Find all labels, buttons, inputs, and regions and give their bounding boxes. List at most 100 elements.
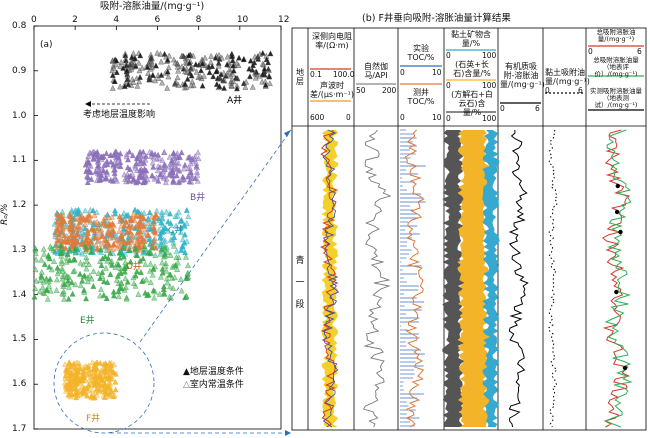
data-point [113,156,120,163]
data-point [130,79,137,85]
data-point [56,218,63,225]
data-point [139,214,146,221]
data-point [93,385,100,392]
data-point [190,52,197,59]
y-tick-label: 0.9 [12,65,27,76]
data-point [51,248,58,255]
data-point [110,245,116,252]
data-point [137,233,144,240]
data-point [112,386,119,393]
data-point [186,178,193,185]
data-point [169,169,176,176]
data-point [234,75,241,82]
data-point [77,365,83,372]
data-point [60,283,67,289]
data-point [45,278,52,285]
data-point [48,245,55,251]
data-point [41,250,48,257]
data-point [150,265,157,272]
data-point [138,160,144,167]
y-tick-label: 1.0 [12,110,27,121]
data-point [217,75,223,82]
quartz-max: 100 [482,81,497,90]
data-point [167,210,173,217]
data-point [95,234,102,240]
data-point [121,171,128,178]
data-point [137,223,144,229]
data-point [65,277,72,284]
stratum-unit: 青一段 [295,256,305,310]
y-tick-label: 1.7 [12,424,27,434]
data-point [77,214,84,220]
data-point [154,167,161,174]
data-point [130,50,137,57]
data-point [120,243,127,250]
data-point [61,295,68,302]
data-point [163,275,170,282]
data-point [174,74,181,81]
data-point [156,226,163,233]
data-point [135,59,142,66]
data-point [68,279,75,286]
data-point [146,249,153,255]
data-point [122,52,129,59]
data-point [146,209,153,216]
data-point [158,245,165,252]
data-point [77,259,84,266]
toc-log-min: 0 [400,113,405,122]
data-point [144,63,151,70]
data-point [193,68,200,75]
data-point [100,291,107,298]
toc-exp-min: 0 [400,68,405,77]
data-point [137,157,144,164]
data-point [149,271,156,278]
data-point [113,232,120,239]
x-tick-label: 10 [236,15,249,25]
data-point [130,176,137,183]
data-point [65,295,72,302]
data-point [94,245,101,252]
log-curve [322,129,340,428]
data-point [102,365,109,371]
data-point [261,65,268,72]
data-point [76,225,83,232]
data-point [109,228,116,234]
data-point [63,223,70,230]
data-point [63,254,70,261]
data-point [55,211,62,218]
data-point [149,72,156,78]
data-point [106,366,113,373]
data-point [140,225,147,232]
data-point [164,84,171,91]
data-point [166,153,173,160]
sonic-min: 600 [310,113,325,122]
data-point [88,392,95,399]
data-point [124,171,131,178]
data-point [96,228,103,235]
data-point [60,212,66,218]
data-point [77,218,84,225]
toc-exp-title: 实验TOC/% [407,44,435,62]
well-label-c: C井 [168,226,184,236]
log-fill [482,130,500,427]
toc-log-title: 测井TOC/% [407,88,435,106]
data-point [129,152,136,159]
data-point [110,64,117,71]
data-point [107,271,114,277]
data-point [137,152,144,159]
data-point [116,254,123,261]
data-point [267,50,274,57]
data-point [64,251,71,257]
data-point [168,157,175,164]
data-point [81,272,88,279]
data-point [149,213,155,220]
data-point [93,226,100,233]
data-point [54,236,61,243]
data-point [38,256,45,263]
log-curve [362,129,392,428]
data-point [86,272,93,279]
data-point [103,264,109,271]
data-point [110,241,117,248]
data-point [85,369,92,376]
data-point [143,167,150,174]
